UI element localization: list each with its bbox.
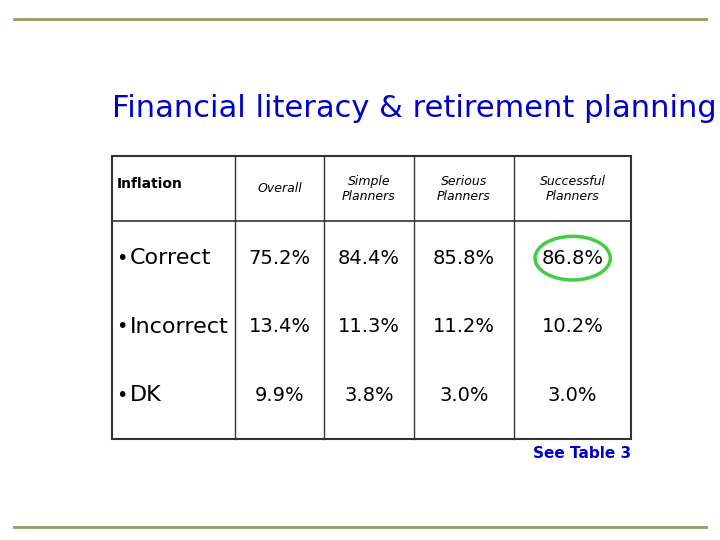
Text: 84.4%: 84.4% [338, 248, 400, 268]
Text: Inflation: Inflation [117, 177, 183, 191]
Text: Incorrect: Incorrect [130, 317, 229, 337]
Text: Correct: Correct [130, 248, 212, 268]
Text: 11.3%: 11.3% [338, 318, 400, 336]
Text: Simple
Planners: Simple Planners [342, 174, 396, 202]
Text: 75.2%: 75.2% [248, 248, 311, 268]
Text: 3.8%: 3.8% [344, 386, 394, 405]
Text: •: • [116, 318, 127, 336]
Text: Overall: Overall [257, 182, 302, 195]
Text: 86.8%: 86.8% [541, 248, 603, 268]
Text: See Table 3: See Table 3 [533, 446, 631, 461]
Text: 85.8%: 85.8% [433, 248, 495, 268]
Text: Financial literacy & retirement planning (II): Financial literacy & retirement planning… [112, 94, 720, 123]
Text: 11.2%: 11.2% [433, 318, 495, 336]
Text: 3.0%: 3.0% [439, 386, 489, 405]
Text: Serious
Planners: Serious Planners [437, 174, 491, 202]
Text: 10.2%: 10.2% [541, 318, 603, 336]
Text: 13.4%: 13.4% [248, 318, 311, 336]
Text: •: • [116, 386, 127, 405]
Text: 9.9%: 9.9% [255, 386, 305, 405]
Text: Successful
Planners: Successful Planners [540, 174, 606, 202]
Text: DK: DK [130, 386, 162, 406]
Text: 3.0%: 3.0% [548, 386, 598, 405]
Text: •: • [116, 248, 127, 268]
Ellipse shape [535, 237, 611, 280]
